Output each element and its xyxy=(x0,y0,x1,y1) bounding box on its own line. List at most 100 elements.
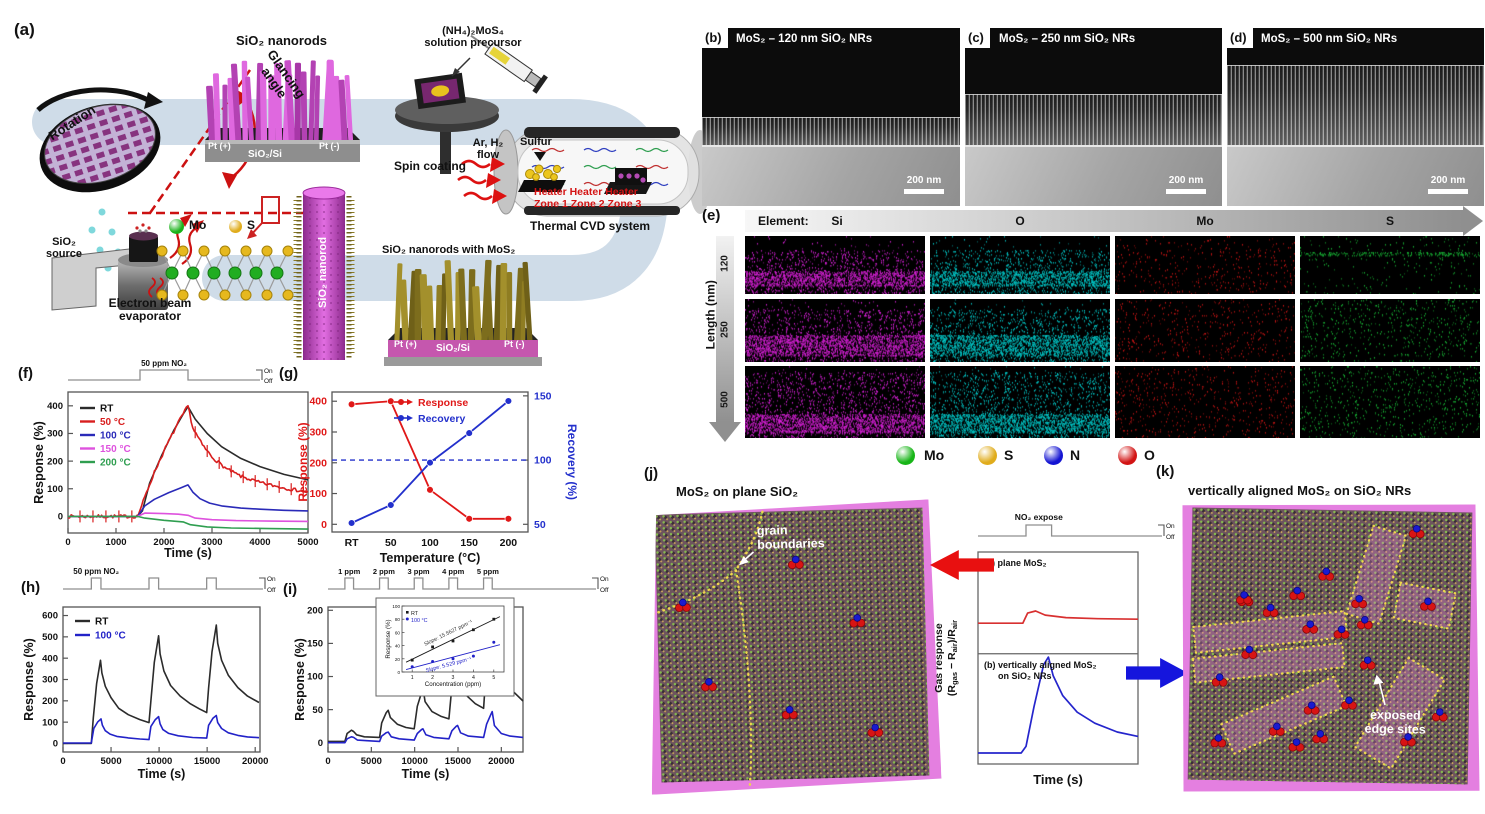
svg-text:3: 3 xyxy=(452,675,455,681)
svg-text:0: 0 xyxy=(321,519,327,531)
eds-map-o-250 xyxy=(930,299,1110,362)
ar-h2-flow-label: Ar, H₂ flow xyxy=(472,137,504,162)
svg-text:100: 100 xyxy=(42,717,58,728)
grain-boundaries-annotation: grain boundaries xyxy=(756,523,825,553)
zoom-callout xyxy=(247,196,280,239)
svg-text:On: On xyxy=(600,576,609,583)
substrate-label-2: SiO₂/Si xyxy=(436,343,470,354)
precursor-label: (NH₄)₂MoS₄ solution precursor xyxy=(424,25,522,50)
eds-panel: (e) Element: Si O Mo S Length (nm) 120 2… xyxy=(700,206,1485,446)
svg-text:200: 200 xyxy=(500,537,518,549)
panel-label-d: (d) xyxy=(1227,28,1253,48)
svg-text:(a) plane MoS₂: (a) plane MoS₂ xyxy=(984,558,1047,568)
svg-text:0: 0 xyxy=(53,739,58,750)
sulfur-label: Sulfur xyxy=(520,136,552,148)
svg-text:50: 50 xyxy=(385,537,397,549)
svg-text:4: 4 xyxy=(472,675,475,681)
panel-k-title: vertically aligned MoS₂ on SiO₂ NRs xyxy=(1188,483,1412,498)
syringe-icon xyxy=(470,34,548,94)
nanorod-array-1 xyxy=(205,59,360,162)
svg-text:20: 20 xyxy=(395,657,401,662)
cvd-furnace xyxy=(457,127,712,217)
s-atom-icon xyxy=(229,220,242,233)
svg-text:100: 100 xyxy=(534,455,552,467)
sio2-nanorods-title: SiO₂ nanorods xyxy=(236,33,328,48)
panel-label-a: (a) xyxy=(14,20,35,39)
svg-text:Recovery: Recovery xyxy=(418,413,465,425)
eds-map-s-500 xyxy=(1300,366,1480,438)
svg-text:5000: 5000 xyxy=(297,537,318,548)
svg-text:Time (s): Time (s) xyxy=(164,546,212,560)
svg-text:Time (s): Time (s) xyxy=(138,767,186,781)
svg-text:Response (%): Response (%) xyxy=(385,619,392,658)
length-axis-label: Length (nm) xyxy=(703,280,718,350)
svg-text:3 ppm: 3 ppm xyxy=(408,567,430,576)
panel-label-c: (c) xyxy=(965,28,990,48)
sem-title-b: MoS₂ – 120 nm SiO₂ NRs xyxy=(736,33,873,45)
svg-text:RT: RT xyxy=(345,537,360,549)
svg-text:150: 150 xyxy=(460,537,478,549)
svg-text:RT: RT xyxy=(100,404,113,415)
svg-text:10000: 10000 xyxy=(146,756,172,767)
edge-sites-overlay xyxy=(1177,499,1484,796)
sem-nanorod-texture xyxy=(965,93,1222,148)
svg-text:(Rgas​ − Rair​)/Rair​: (Rgas​ − Rair​)/Rair​ xyxy=(946,620,959,696)
sem-substrate xyxy=(702,145,960,206)
svg-text:RT: RT xyxy=(411,611,419,617)
svg-text:200: 200 xyxy=(307,606,323,617)
column-header-mo: Mo xyxy=(1196,214,1214,228)
element-header-strip xyxy=(745,210,1463,232)
svg-text:0: 0 xyxy=(58,512,63,523)
sio2-nanorod-vertical-label: SiO₂ nanorod xyxy=(317,237,329,308)
svg-text:50 ppm NO₂: 50 ppm NO₂ xyxy=(73,567,119,576)
svg-text:80: 80 xyxy=(395,617,401,622)
svg-text:150: 150 xyxy=(307,639,323,650)
panel-label-i: (i) xyxy=(283,581,298,598)
o-atom-icon xyxy=(1118,446,1137,465)
eds-map-s-120 xyxy=(1300,236,1480,294)
panel-label-h: (h) xyxy=(21,579,41,596)
svg-text:4000: 4000 xyxy=(249,537,270,548)
column-header-si: Si xyxy=(831,214,843,228)
svg-text:20000: 20000 xyxy=(242,756,268,767)
substrate-label-1: SiO₂/Si xyxy=(248,149,282,160)
vertical-mos2-lattice: exposed edge sites xyxy=(1177,499,1484,796)
sem-nanorod-texture xyxy=(1227,65,1484,148)
svg-text:500: 500 xyxy=(42,632,58,643)
mo-atom-icon xyxy=(169,219,184,234)
chart-response-recovery-vs-temperature: 0 100 200 300 400 50 100 150 RT 50 100 150 200 Temper… xyxy=(296,390,579,565)
svg-text:0: 0 xyxy=(325,756,330,767)
nanorod-array-2 xyxy=(384,259,542,366)
svg-text:5 ppm: 5 ppm xyxy=(477,567,499,576)
spin-coating-label: Spin coating xyxy=(394,159,466,173)
panel-label-f: (f) xyxy=(18,365,33,382)
svg-text:400: 400 xyxy=(47,401,63,412)
svg-text:40: 40 xyxy=(395,644,401,649)
panel-label-g: (g) xyxy=(279,365,299,382)
svg-text:Response (%): Response (%) xyxy=(296,422,310,501)
panel-j-title: MoS₂ on plane SiO₂ xyxy=(676,484,799,499)
scalebar xyxy=(1428,189,1468,194)
svg-text:1000: 1000 xyxy=(105,537,126,548)
scalebar-label: 200 nm xyxy=(906,175,942,186)
grain-boundary-overlay xyxy=(644,499,941,794)
svg-text:Temperature (°C): Temperature (°C) xyxy=(380,551,481,565)
sem-substrate xyxy=(965,145,1222,206)
sem-substrate xyxy=(1227,145,1484,206)
eds-map-si-500 xyxy=(745,366,925,438)
svg-text:Response (%): Response (%) xyxy=(22,638,36,721)
svg-text:On: On xyxy=(264,368,273,375)
svg-text:300: 300 xyxy=(309,427,327,439)
scalebar-label: 200 nm xyxy=(1168,175,1204,186)
svg-text:50: 50 xyxy=(534,519,546,531)
svg-text:1: 1 xyxy=(411,675,414,681)
scalebar xyxy=(904,189,944,194)
svg-text:0: 0 xyxy=(65,537,70,548)
svg-text:5000: 5000 xyxy=(361,756,382,767)
svg-text:5000: 5000 xyxy=(100,756,121,767)
svg-text:400: 400 xyxy=(309,396,327,408)
s-atom-icon xyxy=(978,446,997,465)
svg-text:400: 400 xyxy=(42,653,58,664)
